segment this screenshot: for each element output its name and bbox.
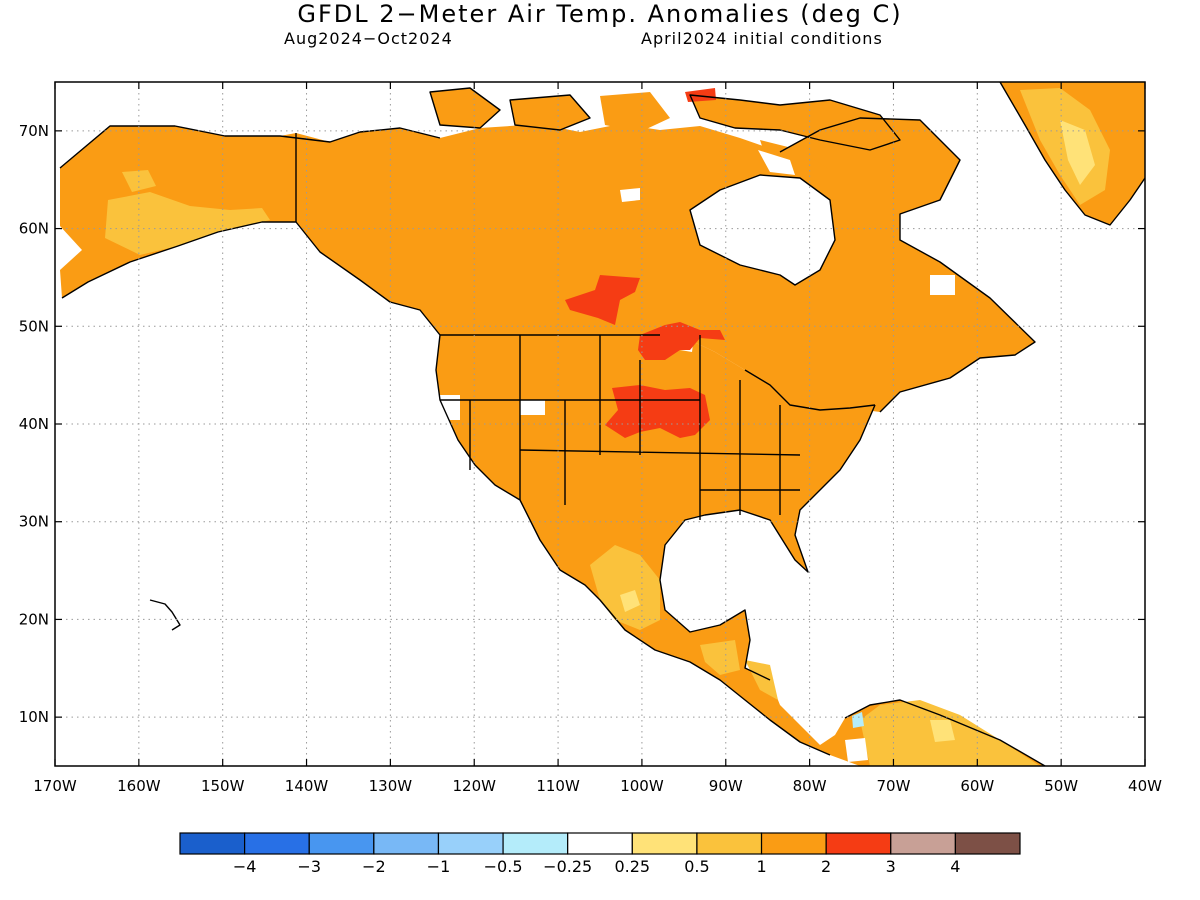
region-canada xyxy=(296,118,1035,412)
colorbar-label: 4 xyxy=(950,857,960,876)
colorbar-swatch xyxy=(567,832,633,855)
region-greenland xyxy=(1000,82,1145,225)
colorbar-swatch xyxy=(760,832,827,855)
lon-tick-label: 150W xyxy=(201,777,245,795)
lon-tick-label: 120W xyxy=(452,777,496,795)
colorbar-swatch xyxy=(825,832,892,855)
coastlines xyxy=(59,81,1146,767)
colorbar-label: 0.25 xyxy=(614,857,650,876)
region-alaska xyxy=(60,126,296,298)
lon-tick-label: 90W xyxy=(709,777,743,795)
lat-tick-label: 30N xyxy=(19,513,49,531)
graticule xyxy=(55,82,1145,766)
lon-tick-label: 40W xyxy=(1128,777,1162,795)
colorbar-swatch xyxy=(696,832,763,855)
map-title: GFDL 2−Meter Air Temp. Anomalies (deg C) xyxy=(297,0,903,28)
colorbar-swatch xyxy=(244,832,310,855)
season-label: Aug2024−Oct2024 xyxy=(284,29,453,48)
colorbar-swatch xyxy=(890,832,956,855)
colorbar-label: −3 xyxy=(297,857,321,876)
lat-tick-label: 70N xyxy=(19,122,49,140)
lat-tick-label: 50N xyxy=(19,317,49,335)
colorbar-swatch xyxy=(179,832,246,855)
init-conditions-label: April2024 initial conditions xyxy=(641,29,883,48)
lon-tick-label: 160W xyxy=(117,777,161,795)
colorbar-label: −0.5 xyxy=(484,857,523,876)
lon-tick-label: 80W xyxy=(793,777,827,795)
axis-ticks: 170W 160W 150W 140W 130W 120W 110W 100W 90W 80W 70… xyxy=(19,82,1162,795)
lon-tick-label: 100W xyxy=(620,777,664,795)
lat-tick-label: 10N xyxy=(19,708,49,726)
colorbar: −4 −3 −2 −1 −0.5 −0.25 0.25 0.5 1 2 3 4 xyxy=(179,832,1021,876)
colorbar-label: −1 xyxy=(427,857,451,876)
colorbar-label: −2 xyxy=(362,857,386,876)
colorbar-label: 0.5 xyxy=(684,857,709,876)
colorbar-label: 1 xyxy=(756,857,766,876)
colorbar-swatch xyxy=(373,832,440,855)
lon-tick-label: 110W xyxy=(536,777,580,795)
lon-tick-label: 170W xyxy=(33,777,77,795)
region-strong-anomaly xyxy=(565,275,725,438)
lon-tick-label: 60W xyxy=(960,777,994,795)
lon-tick-label: 50W xyxy=(1044,777,1078,795)
lat-tick-label: 20N xyxy=(19,610,49,628)
colorbar-swatch xyxy=(631,832,698,855)
lon-tick-label: 130W xyxy=(369,777,413,795)
region-us-mexico xyxy=(436,335,1045,766)
colorbar-label: −4 xyxy=(233,857,257,876)
lat-tick-label: 60N xyxy=(19,220,49,238)
colorbar-swatch xyxy=(437,832,504,855)
lon-tick-label: 70W xyxy=(877,777,911,795)
colorbar-label: 2 xyxy=(821,857,831,876)
colorbar-swatch xyxy=(502,832,569,855)
colorbar-label: −0.25 xyxy=(543,857,592,876)
colorbar-swatch xyxy=(308,832,375,855)
colorbar-swatch xyxy=(954,832,1021,855)
lat-tick-label: 40N xyxy=(19,415,49,433)
lon-tick-label: 140W xyxy=(285,777,329,795)
colorbar-label: 3 xyxy=(886,857,896,876)
